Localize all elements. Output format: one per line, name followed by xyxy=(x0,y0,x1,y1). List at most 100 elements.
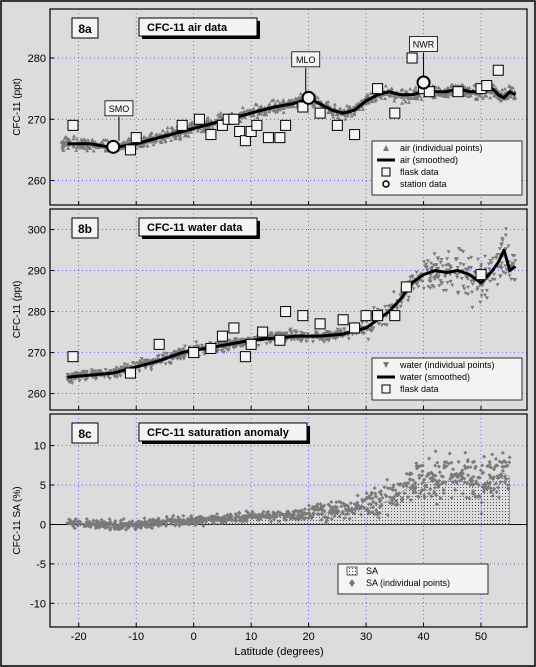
title-box xyxy=(138,422,308,442)
sa-point xyxy=(133,526,138,531)
water-point xyxy=(384,323,389,327)
sa-point xyxy=(454,471,459,476)
air-point xyxy=(275,108,280,113)
sa-point xyxy=(299,508,304,513)
air-point xyxy=(248,113,253,117)
sa-point xyxy=(428,486,433,491)
sa-point xyxy=(277,519,282,524)
sa-point xyxy=(422,494,427,499)
sa-point xyxy=(409,486,414,491)
air-point xyxy=(140,144,145,148)
sa-point xyxy=(357,506,362,511)
sa-point xyxy=(471,474,476,479)
water-point xyxy=(439,258,444,262)
water-point xyxy=(513,259,518,263)
air-point xyxy=(387,93,392,98)
y-tick-label: -5 xyxy=(36,559,46,571)
water-point xyxy=(408,275,413,280)
sa-point xyxy=(507,460,512,465)
legend-label: air (smoothed) xyxy=(400,155,458,165)
sa-point xyxy=(387,495,392,500)
water-point xyxy=(170,357,175,361)
sa-point xyxy=(332,514,337,519)
air-point xyxy=(173,136,178,141)
sa-point xyxy=(417,473,422,478)
air-point xyxy=(416,92,421,97)
legend-label: flask data xyxy=(400,384,439,394)
water-point xyxy=(338,329,343,334)
water-point xyxy=(379,323,384,328)
water-point xyxy=(501,270,506,275)
sa-point xyxy=(418,464,423,469)
air-point xyxy=(85,137,90,142)
water-point xyxy=(425,265,430,269)
sa-point xyxy=(419,473,424,478)
water-point xyxy=(484,296,489,300)
water-point xyxy=(133,362,138,366)
sa-point xyxy=(355,493,360,498)
sa-point xyxy=(447,451,452,456)
sa-point xyxy=(478,468,483,473)
water-point xyxy=(438,260,443,265)
sa-point xyxy=(187,518,192,523)
sa-point xyxy=(336,499,341,504)
air-point xyxy=(99,140,104,145)
water-point xyxy=(436,276,441,280)
sa-point xyxy=(439,481,444,486)
sa-point xyxy=(127,524,132,529)
sa-point xyxy=(430,475,435,480)
air-point xyxy=(354,102,359,106)
sa-point xyxy=(274,512,279,517)
air-point xyxy=(331,114,336,119)
sa-point xyxy=(500,450,505,455)
water-point xyxy=(458,248,463,253)
sa-point xyxy=(410,478,415,483)
water-point xyxy=(470,282,475,287)
water-point xyxy=(82,372,87,376)
sa-point xyxy=(264,513,269,518)
sa-point xyxy=(419,488,424,493)
air-point xyxy=(444,94,449,98)
air-point xyxy=(275,98,280,103)
water-point xyxy=(284,331,289,336)
legend-box xyxy=(371,140,523,196)
air-point xyxy=(240,105,245,110)
sa-point xyxy=(459,473,464,478)
air-point xyxy=(262,109,267,113)
water-point xyxy=(293,330,298,335)
flask-marker xyxy=(67,351,79,363)
sa-point xyxy=(219,521,224,526)
sa-point xyxy=(142,516,147,521)
sa-point xyxy=(486,484,491,489)
sa-point xyxy=(408,471,413,476)
water-point xyxy=(287,329,292,333)
sa-point xyxy=(239,514,244,519)
water-point xyxy=(431,263,436,268)
water-point xyxy=(410,274,415,278)
water-point xyxy=(495,252,500,257)
air-point xyxy=(289,97,294,102)
panel-label-box xyxy=(71,17,99,39)
water-point xyxy=(199,343,204,348)
air-point xyxy=(242,115,247,120)
air-point xyxy=(61,148,66,152)
air-point xyxy=(482,93,487,98)
flask-marker xyxy=(406,52,418,64)
sa-point xyxy=(171,519,176,524)
sa-point xyxy=(320,505,325,510)
water-point xyxy=(458,262,463,266)
air-point xyxy=(413,88,418,92)
sa-point xyxy=(271,513,276,518)
sa-point xyxy=(398,482,403,487)
water-point xyxy=(194,340,199,345)
flask-marker xyxy=(372,83,384,95)
water-point xyxy=(420,279,425,284)
sa-point xyxy=(479,500,484,505)
panel-label: 8b xyxy=(78,222,92,236)
water-point xyxy=(456,290,461,295)
air-point xyxy=(343,117,348,121)
sa-point xyxy=(314,506,319,511)
water-point xyxy=(219,349,224,353)
sa-point xyxy=(481,470,486,475)
sa-point xyxy=(414,461,419,466)
